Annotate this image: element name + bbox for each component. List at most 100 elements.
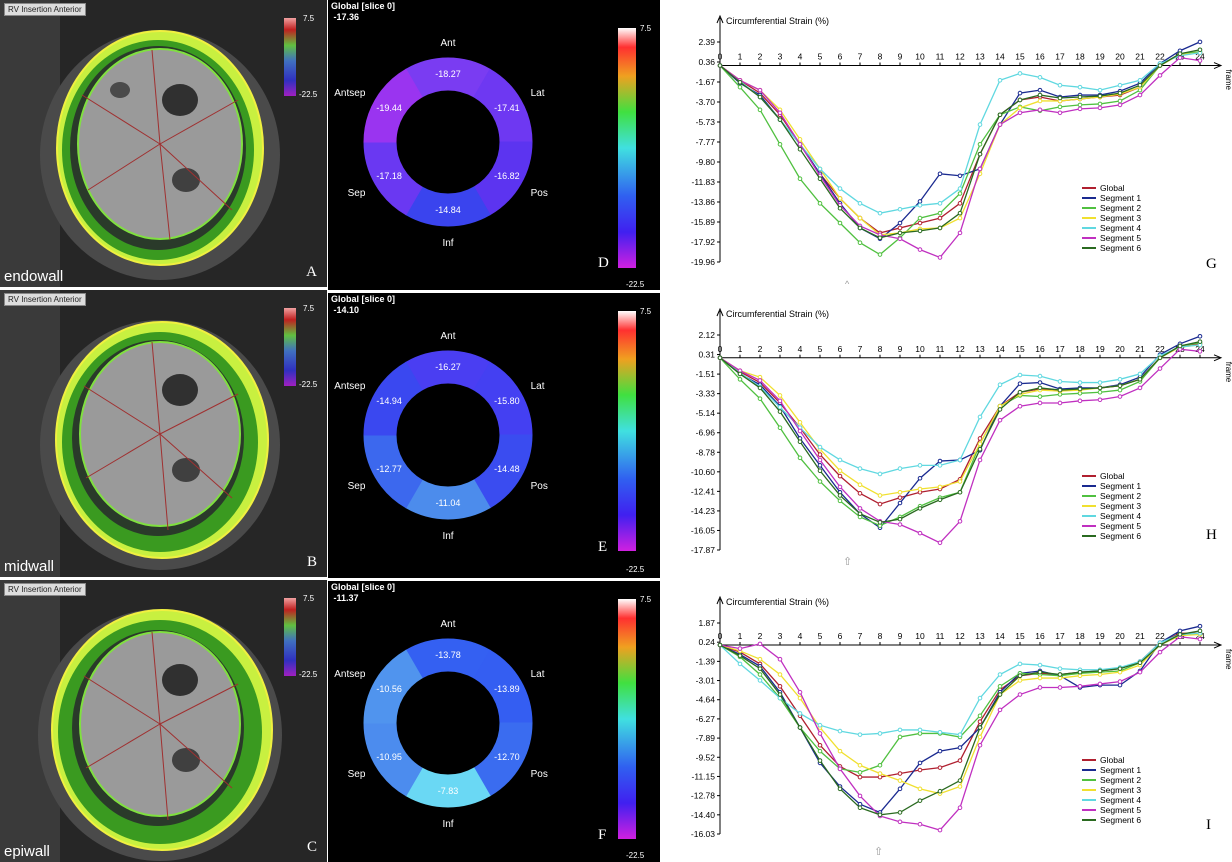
series-point bbox=[897, 522, 903, 527]
series-point bbox=[1117, 90, 1123, 96]
series-point bbox=[997, 672, 1003, 677]
series-point bbox=[1137, 77, 1143, 83]
legend-label: Segment 2 bbox=[1100, 203, 1141, 213]
x-tick-label: 12 bbox=[955, 344, 965, 354]
segment-name-label: Sep bbox=[348, 481, 366, 492]
series-point bbox=[1037, 675, 1043, 681]
x-tick-label: 16 bbox=[1035, 631, 1045, 641]
x-tick-label: 19 bbox=[1095, 52, 1105, 62]
series-point bbox=[877, 210, 883, 216]
series-point bbox=[977, 151, 983, 157]
series-point bbox=[777, 425, 783, 431]
y-tick-label: -17.92 bbox=[691, 237, 715, 247]
x-tick-label: 8 bbox=[878, 631, 883, 641]
x-tick-label: 12 bbox=[955, 52, 965, 62]
series-point bbox=[857, 215, 863, 221]
series-point bbox=[1097, 105, 1103, 111]
x-tick-label: 15 bbox=[1015, 344, 1025, 354]
series-point bbox=[857, 774, 863, 780]
y-tick-label: -9.52 bbox=[696, 752, 716, 762]
series-point bbox=[777, 684, 783, 689]
series-point bbox=[1077, 386, 1083, 392]
series-point bbox=[897, 220, 903, 226]
legend-label: Global bbox=[1100, 471, 1125, 481]
series-point bbox=[1037, 373, 1043, 379]
panel-letter: C bbox=[306, 839, 317, 855]
series-point bbox=[777, 409, 783, 414]
series-point bbox=[877, 812, 883, 818]
series-point bbox=[837, 493, 843, 498]
series-point bbox=[957, 805, 963, 811]
y-tick-label: -6.96 bbox=[696, 428, 716, 438]
y-tick-label: 0.24 bbox=[698, 637, 715, 647]
series-point bbox=[1197, 58, 1203, 63]
segment-value-label: -14.48 bbox=[494, 464, 520, 474]
series-point bbox=[977, 446, 983, 452]
series-point bbox=[797, 455, 803, 461]
segment-name-label: Antsep bbox=[334, 88, 366, 99]
segment-value-label: -15.80 bbox=[494, 396, 520, 406]
y-tick-label: -19.96 bbox=[691, 257, 715, 267]
y-axis-arrow-icon bbox=[716, 14, 724, 24]
series-point bbox=[917, 199, 923, 204]
series-point bbox=[1057, 685, 1063, 690]
x-tick-label: 14 bbox=[995, 344, 1005, 354]
x-tick-label: 0 bbox=[718, 52, 723, 62]
segment-name-label: Sep bbox=[348, 188, 366, 199]
series-point bbox=[1017, 403, 1023, 409]
bullseye-chart: -13.78 Ant -13.89 Lat -12.70 Pos -7.83 Inf -10.9… bbox=[334, 599, 636, 839]
series-point bbox=[1017, 673, 1023, 678]
series-point bbox=[1077, 94, 1083, 100]
x-axis-arrow-icon bbox=[1213, 354, 1223, 362]
x-tick-label: 22 bbox=[1155, 631, 1165, 641]
series-point bbox=[917, 506, 923, 511]
series-point bbox=[917, 486, 923, 492]
series-point bbox=[897, 727, 903, 733]
series-point bbox=[1077, 380, 1083, 385]
y-tick-label: -8.78 bbox=[696, 447, 716, 457]
series-point bbox=[957, 173, 963, 179]
x-tick-label: 12 bbox=[955, 631, 965, 641]
x-tick-label: 14 bbox=[995, 52, 1005, 62]
series-point bbox=[837, 457, 843, 463]
series-point bbox=[757, 94, 763, 100]
series-point bbox=[1017, 692, 1023, 697]
x-axis-label: frame bbox=[1224, 362, 1232, 383]
series-point bbox=[937, 463, 943, 468]
series-point bbox=[997, 692, 1003, 697]
series-point bbox=[977, 725, 983, 730]
series-point bbox=[1117, 383, 1123, 389]
series-point bbox=[997, 112, 1003, 118]
x-tick-label: 10 bbox=[915, 344, 925, 354]
rv-insertion-tag: RV Insertion Anterior bbox=[4, 293, 86, 306]
series-point bbox=[1057, 672, 1063, 677]
y-tick-label: -3.70 bbox=[696, 97, 716, 107]
legend-label: Segment 4 bbox=[1100, 511, 1141, 521]
x-tick-label: 17 bbox=[1055, 52, 1065, 62]
series-point bbox=[917, 727, 923, 733]
series-point bbox=[877, 493, 883, 498]
x-tick-label: 15 bbox=[1015, 631, 1025, 641]
y-axis-arrow-icon bbox=[716, 307, 724, 317]
legend-label: Segment 5 bbox=[1100, 805, 1141, 815]
series-point bbox=[1037, 92, 1043, 98]
series-point bbox=[797, 695, 803, 701]
x-tick-label: 4 bbox=[798, 631, 803, 641]
x-axis-label: frame bbox=[1224, 649, 1232, 670]
y-tick-label: -1.67 bbox=[696, 77, 716, 87]
series-point bbox=[837, 196, 843, 201]
series-point bbox=[1077, 106, 1083, 112]
series-point bbox=[837, 205, 843, 211]
series-point bbox=[837, 786, 843, 792]
series-point bbox=[1177, 55, 1183, 60]
series-point bbox=[1197, 339, 1203, 344]
y-tick-label: -6.27 bbox=[696, 714, 716, 724]
series-point bbox=[777, 393, 783, 398]
series-point bbox=[977, 719, 983, 724]
series-point bbox=[1117, 394, 1123, 399]
y-tick-label: -7.77 bbox=[696, 137, 716, 147]
series-point bbox=[777, 117, 783, 122]
series-point bbox=[1097, 389, 1103, 395]
series-point bbox=[1057, 387, 1063, 393]
series-point bbox=[757, 666, 763, 671]
